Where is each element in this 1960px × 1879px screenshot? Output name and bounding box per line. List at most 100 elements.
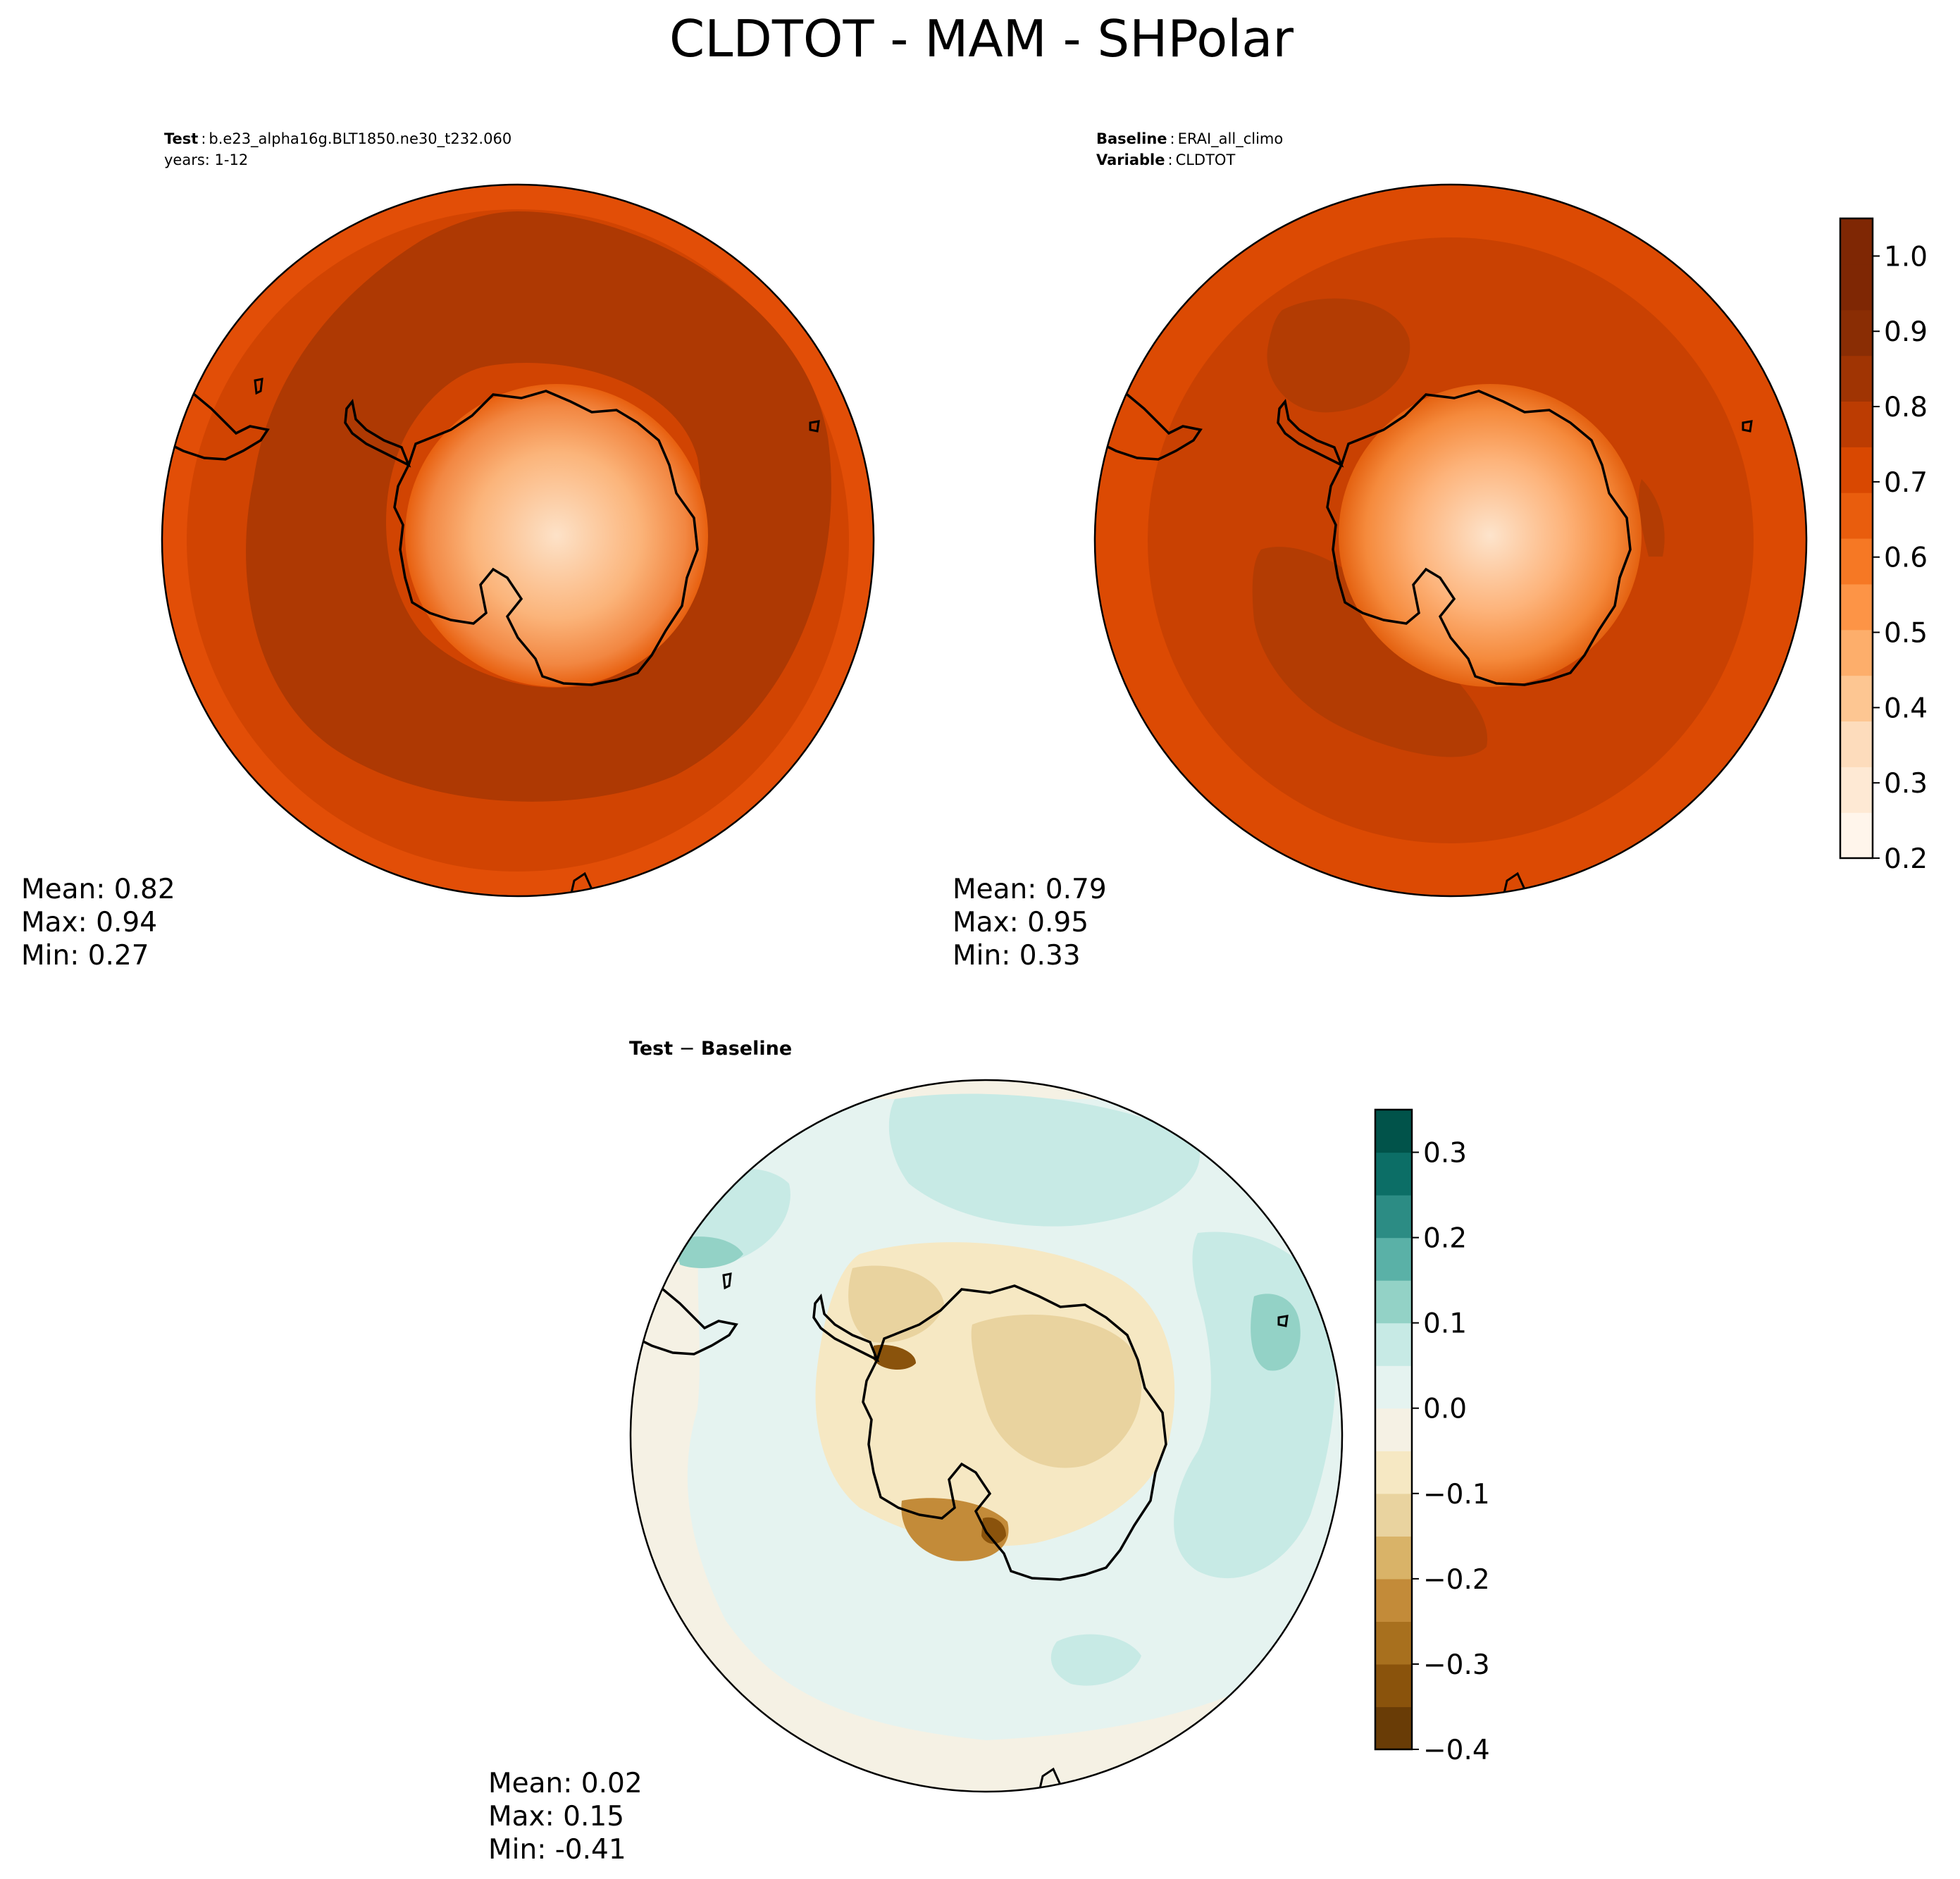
baseline-header-line2: Variable: CLDTOT bbox=[1096, 151, 1235, 168]
main-colorbar-tick-label: 0.2 bbox=[1884, 843, 1928, 875]
test-sep: : bbox=[201, 130, 206, 147]
baseline-var-name: CLDTOT bbox=[1176, 151, 1236, 168]
baseline-map-peninsula bbox=[1277, 398, 1344, 468]
baseline-map-island-a bbox=[1742, 420, 1753, 433]
baseline-mean: Mean: 0.79 bbox=[953, 874, 1107, 905]
diff-title-test: Test bbox=[629, 1038, 673, 1060]
diff-map bbox=[631, 1080, 1342, 1792]
baseline-map-antarctic-plateau bbox=[1339, 384, 1642, 687]
diff-map-south-coast bbox=[1038, 1767, 1062, 1792]
diff-colorbar-block bbox=[1375, 1365, 1412, 1409]
test-label: Test bbox=[164, 130, 198, 147]
main-colorbar-block bbox=[1840, 583, 1873, 631]
test-map-south-america bbox=[162, 379, 270, 461]
main-colorbar-ticks: 0.2 0.3 0.4 0.5 0.6 0.7 0.8 0.9 1.0 bbox=[1873, 241, 1928, 875]
main-colorbar-block bbox=[1840, 812, 1873, 859]
test-panel: Test: b.e23_alpha16g.BLT1850.ne30_t232.06… bbox=[21, 130, 875, 972]
main-colorbar-tick-label: 0.7 bbox=[1884, 467, 1928, 499]
diff-colorbar-block bbox=[1375, 1110, 1412, 1153]
test-max: Max: 0.94 bbox=[21, 907, 157, 938]
baseline-map bbox=[1095, 185, 1806, 896]
diff-colorbar-tick-label: −0.2 bbox=[1423, 1564, 1490, 1596]
baseline-label: Baseline bbox=[1096, 130, 1167, 147]
test-map-peninsula bbox=[344, 398, 411, 468]
diff-title-baseline: Baseline bbox=[701, 1038, 792, 1060]
test-min: Min: 0.27 bbox=[21, 940, 149, 972]
test-map-coastline bbox=[393, 390, 699, 686]
diff-map-positive-north bbox=[888, 1093, 1201, 1227]
diff-colorbar-tick-label: −0.1 bbox=[1423, 1479, 1490, 1511]
diff-map-boundary bbox=[629, 1079, 1344, 1793]
main-colorbar-tick-label: 1.0 bbox=[1884, 241, 1928, 273]
diff-map-positive-southeast bbox=[1050, 1634, 1141, 1686]
main-colorbar-block bbox=[1840, 629, 1873, 676]
diff-title-op: − bbox=[673, 1038, 701, 1060]
diff-panel: Test − Baseline Mean: 0.02 Ma bbox=[488, 1038, 1344, 1866]
diff-colorbar-block bbox=[1375, 1195, 1412, 1239]
main-colorbar-tick-label: 0.5 bbox=[1884, 618, 1928, 650]
diff-map-peninsula bbox=[812, 1293, 880, 1363]
main-colorbar-block bbox=[1840, 218, 1873, 265]
test-years: years: 1-12 bbox=[164, 151, 248, 168]
diff-map-coastline bbox=[862, 1284, 1167, 1581]
baseline-panel: Baseline: ERAI_all_climo Variable: CLDTOT … bbox=[953, 130, 1808, 972]
main-colorbar-tick-label: 0.8 bbox=[1884, 392, 1928, 423]
diff-colorbar-block bbox=[1375, 1493, 1412, 1537]
diff-map-negative-south bbox=[901, 1498, 1009, 1561]
test-header-line1: Test: b.e23_alpha16g.BLT1850.ne30_t232.06… bbox=[164, 130, 511, 148]
baseline-map-coastline bbox=[1326, 390, 1632, 686]
diff-colorbar-block bbox=[1375, 1578, 1412, 1622]
diff-max: Max: 0.15 bbox=[488, 1801, 624, 1833]
main-colorbar-block bbox=[1840, 355, 1873, 402]
baseline-var-label: Variable bbox=[1096, 151, 1165, 168]
test-mean: Mean: 0.82 bbox=[21, 874, 175, 905]
main-colorbar-block bbox=[1840, 309, 1873, 356]
diff-colorbar-tick-label: −0.4 bbox=[1423, 1735, 1490, 1766]
main-colorbar-block bbox=[1840, 767, 1873, 813]
diff-map-south-america bbox=[631, 1274, 738, 1356]
main-colorbar-blocks bbox=[1840, 218, 1873, 859]
diff-colorbar-block bbox=[1375, 1280, 1412, 1324]
baseline-case-name: ERAI_all_climo bbox=[1178, 130, 1284, 148]
baseline-map-south-coast bbox=[1502, 872, 1526, 896]
test-map-island-b bbox=[809, 420, 820, 433]
main-colorbar-block bbox=[1840, 538, 1873, 585]
diff-colorbar-block bbox=[1375, 1152, 1412, 1196]
diff-map-island-b bbox=[1277, 1315, 1289, 1327]
diff-colorbar-tick-label: 0.0 bbox=[1423, 1394, 1467, 1425]
diff-colorbar-ticks: −0.4 −0.3 −0.2 −0.1 0.0 0.1 0.2 0.3 bbox=[1412, 1138, 1490, 1766]
diff-colorbar-tick-label: 0.2 bbox=[1423, 1223, 1467, 1255]
diff-min: Min: -0.41 bbox=[488, 1834, 626, 1866]
diff-title: Test − Baseline bbox=[629, 1038, 792, 1060]
diff-colorbar-tick-label: −0.3 bbox=[1423, 1649, 1490, 1681]
diff-colorbar-block bbox=[1375, 1706, 1412, 1750]
diff-colorbar-blocks bbox=[1375, 1110, 1412, 1750]
diff-map-positive-max bbox=[1251, 1294, 1301, 1371]
baseline-sep: : bbox=[1170, 130, 1175, 147]
test-case-name: b.e23_alpha16g.BLT1850.ne30_t232.060 bbox=[209, 130, 511, 148]
baseline-header-line1: Baseline: ERAI_all_climo bbox=[1096, 130, 1283, 148]
main-colorbar-block bbox=[1840, 492, 1873, 539]
diff-colorbar-tick-label: 0.3 bbox=[1423, 1138, 1467, 1170]
diff-colorbar-tick-label: 0.1 bbox=[1423, 1308, 1467, 1340]
baseline-map-high-cloud-band-c bbox=[1638, 479, 1665, 557]
test-map-island-a bbox=[254, 378, 263, 395]
diff-colorbar: −0.4 −0.3 −0.2 −0.1 0.0 0.1 0.2 0.3 bbox=[1374, 1108, 1490, 1766]
main-colorbar-tick-label: 0.6 bbox=[1884, 542, 1928, 574]
diff-colorbar-block bbox=[1375, 1451, 1412, 1494]
baseline-max: Max: 0.95 bbox=[953, 907, 1088, 938]
diff-map-negative-south-min bbox=[981, 1517, 1006, 1544]
diff-colorbar-block bbox=[1375, 1536, 1412, 1580]
main-colorbar-block bbox=[1840, 721, 1873, 767]
main-colorbar-block bbox=[1840, 263, 1873, 311]
test-map-antarctic-plateau bbox=[405, 384, 708, 687]
figure-title: CLDTOT - MAM - SHPolar bbox=[669, 9, 1294, 68]
main-colorbar-block bbox=[1840, 401, 1873, 447]
baseline-map-high-cloud-band-b bbox=[1252, 547, 1488, 757]
baseline-map-boundary bbox=[1093, 183, 1808, 898]
test-map-south-coast bbox=[569, 872, 593, 896]
diff-colorbar-block bbox=[1375, 1237, 1412, 1281]
main-colorbar-tick-label: 0.4 bbox=[1884, 693, 1928, 724]
diff-map-island-a bbox=[722, 1272, 732, 1290]
